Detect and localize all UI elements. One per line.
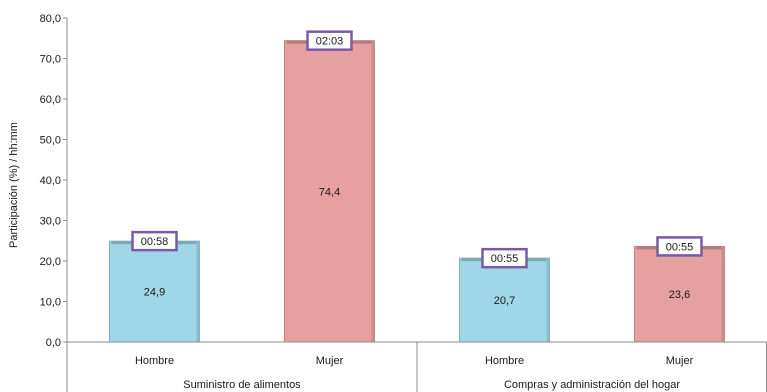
time-label-box <box>306 30 353 51</box>
bar-right-edge <box>196 241 200 342</box>
data-label: 24,9 <box>144 287 165 299</box>
y-tick-label: 80,0 <box>40 13 61 25</box>
time-label: 00:55 <box>491 253 519 265</box>
y-tick-label: 10,0 <box>40 297 61 309</box>
x-axis: Hombre Mujer Suministro de alimentos Hombre… <box>66 341 767 392</box>
y-tick-label: 20,0 <box>40 256 61 268</box>
x-category-label: Mujer <box>316 355 344 367</box>
x-category-label: Mujer <box>666 355 694 367</box>
time-label-box <box>656 236 703 257</box>
y-tick-label: 60,0 <box>40 94 61 106</box>
time-label: 00:55 <box>666 241 694 253</box>
x-category-label: Hombre <box>485 355 524 367</box>
bars: 24,9 00:58 74,4 02:03 20,7 00:55 23,6 00:55 <box>109 30 725 343</box>
data-label: 74,4 <box>319 186 340 198</box>
bar-right-edge <box>371 40 375 343</box>
time-label-box <box>481 247 528 269</box>
y-tick-label: 50,0 <box>40 135 61 147</box>
x-category-label: Hombre <box>135 355 174 367</box>
time-label: 02:03 <box>316 36 344 48</box>
time-label: 00:58 <box>141 236 169 248</box>
bar-right-edge <box>721 246 725 342</box>
y-axis-title: Participación (%) / hh:mm <box>8 122 20 248</box>
bar-right-edge <box>546 258 550 342</box>
data-label: 23,6 <box>669 289 690 301</box>
data-label: 20,7 <box>494 295 515 307</box>
x-group-label: Compras y administración del hogar <box>504 379 680 391</box>
y-tick-label: 70,0 <box>40 54 61 66</box>
y-tick-label: 30,0 <box>40 216 61 228</box>
y-tick-label: 40,0 <box>40 175 61 187</box>
y-tick-label: 0,0 <box>46 337 61 349</box>
y-axis: 0,0 10,0 20,0 30,0 40,0 50,0 60,0 70,0 80,0 <box>40 13 68 349</box>
time-label-box <box>131 230 178 252</box>
x-group-label: Suministro de alimentos <box>183 379 301 391</box>
